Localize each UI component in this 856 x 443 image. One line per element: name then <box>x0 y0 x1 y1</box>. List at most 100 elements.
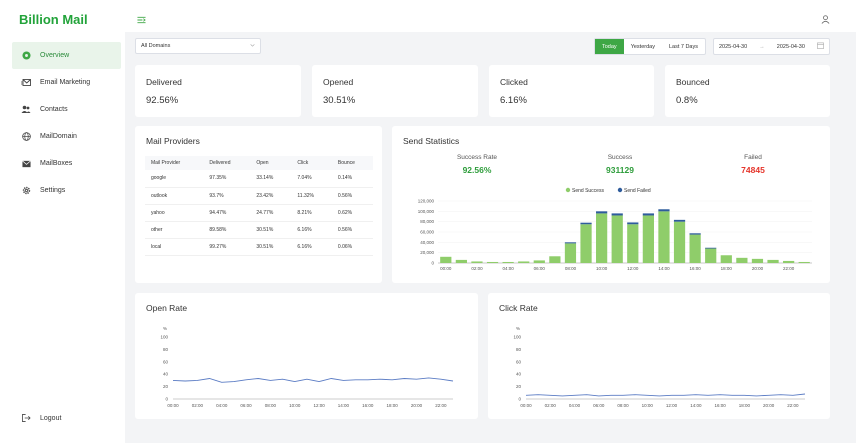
stat-card-clicked: Clicked 6.16% <box>489 65 654 117</box>
x-tick-label: 02:00 <box>192 403 204 408</box>
table-cell: 0.56% <box>331 187 373 205</box>
x-tick-label: 16:00 <box>714 403 726 408</box>
table-cell: 24.77% <box>250 204 292 222</box>
table-cell: other <box>145 221 204 239</box>
bar-send-failed <box>627 222 639 225</box>
globe-icon <box>21 132 31 142</box>
sidebar-item-contacts[interactable]: Contacts <box>12 96 121 123</box>
mail-providers-card: Mail Providers Mail Provider Delivered O… <box>135 126 382 283</box>
domain-select-value: All Domains <box>141 43 171 49</box>
x-tick-label: 10:00 <box>642 403 654 408</box>
bar-send-failed <box>642 213 654 216</box>
stat-card-opened: Opened 30.51% <box>312 65 478 117</box>
y-tick-label: 40,000 <box>420 240 434 245</box>
sidebar-item-maildomain[interactable]: MailDomain <box>12 123 121 150</box>
x-tick-label: 22:00 <box>783 266 795 271</box>
x-tick-label: 08:00 <box>617 403 629 408</box>
x-tick-label: 00:00 <box>520 403 532 408</box>
logout-button[interactable]: Logout <box>21 413 61 423</box>
table-cell: 6.16% <box>291 238 332 256</box>
table-cell: 97.35% <box>203 170 251 188</box>
sidebar-nav: Overview Email Marketing Contacts MailDo… <box>12 42 121 204</box>
bar-send-failed <box>564 242 577 244</box>
tab-last-7-days[interactable]: Last 7 Days <box>668 43 698 50</box>
x-tick-label: 20:00 <box>752 266 764 271</box>
open-rate-chart: % 0 20 40 60 80 100 00:00 02:00 04:00 06:00 08:00 10… <box>160 326 454 408</box>
sidebar-item-label: Overview <box>40 52 70 59</box>
bar-send-success <box>611 215 623 263</box>
sidebar-item-settings[interactable]: Settings <box>12 177 121 204</box>
bar-send-success <box>736 257 748 263</box>
column-header[interactable]: Delivered <box>203 156 251 170</box>
x-tick-label: 14:00 <box>658 266 670 271</box>
bar-send-success <box>502 261 514 263</box>
stat-label: Delivered <box>146 77 182 87</box>
y-tick-label: 20,000 <box>420 250 434 255</box>
series-line <box>172 377 454 383</box>
bar-send-success <box>658 211 670 263</box>
sidebar-item-label: Contacts <box>40 106 68 113</box>
tab-today[interactable]: Today <box>595 39 624 54</box>
brand-logo[interactable]: Billion Mail <box>19 12 88 27</box>
y-tick-label: 80,000 <box>420 219 434 224</box>
bar-send-success <box>580 224 592 263</box>
date-range-picker[interactable]: 2025-04-30 → 2025-04-30 <box>713 38 830 55</box>
tab-yesterday[interactable]: Yesterday <box>630 43 655 50</box>
x-tick-label: 18:00 <box>386 403 398 408</box>
column-header[interactable]: Click <box>291 156 332 170</box>
x-tick-label: 12:00 <box>313 403 325 408</box>
contacts-icon <box>21 105 31 115</box>
bar-send-success <box>440 256 452 263</box>
table-header-row: Mail Provider Delivered Open Click Bounc… <box>145 156 373 170</box>
sidebar-item-email-marketing[interactable]: Email Marketing <box>12 69 121 96</box>
bar-send-failed <box>689 233 701 235</box>
success-metric: Success 931129 <box>585 154 655 175</box>
open-rate-card: Open Rate % 0 20 40 60 80 100 00:00 02:00 04:00 06… <box>135 293 478 419</box>
x-tick-label: 06:00 <box>593 403 605 408</box>
click-rate-card: Click Rate % 0 20 40 60 80 100 00:00 02:00 04:00 0… <box>488 293 830 419</box>
table-cell: 6.16% <box>291 221 332 239</box>
x-tick-label: 20:00 <box>411 403 423 408</box>
stat-label: Bounced <box>676 77 710 87</box>
date-range-tabs: Today Yesterday Last 7 Days <box>594 38 706 55</box>
user-avatar-icon[interactable] <box>821 11 830 29</box>
column-header[interactable]: Open <box>250 156 292 170</box>
table-cell: 30.51% <box>250 238 292 256</box>
column-header[interactable]: Mail Provider <box>145 156 204 170</box>
sidebar: Billion Mail Overview Email Marketing Co… <box>0 0 125 443</box>
bar-send-success <box>751 258 764 263</box>
table-cell: 23.42% <box>250 187 292 205</box>
bar-send-failed <box>596 211 608 214</box>
sidebar-item-label: MailDomain <box>40 133 77 140</box>
stat-value: 92.56% <box>146 95 179 106</box>
sidebar-item-mailboxes[interactable]: MailBoxes <box>12 150 121 177</box>
menu-toggle-icon[interactable] <box>137 11 146 29</box>
chevron-down-icon <box>250 43 255 49</box>
date-end[interactable]: 2025-04-30 <box>776 43 805 50</box>
table-cell: 99.27% <box>203 238 251 256</box>
table-cell: 0.14% <box>331 170 373 188</box>
x-tick-label: 22:00 <box>435 403 447 408</box>
date-start[interactable]: 2025-04-30 <box>719 43 748 50</box>
sidebar-item-label: MailBoxes <box>40 160 73 167</box>
x-tick-label: 16:00 <box>362 403 374 408</box>
x-tick-label: 14:00 <box>690 403 702 408</box>
y-tick-label: 40 <box>163 372 169 377</box>
y-tick-label: 60,000 <box>420 230 434 235</box>
table-row: other 89.58% 30.51% 6.16% 0.56% <box>145 221 373 239</box>
table-cell: 89.58% <box>203 221 251 239</box>
legend-marker-send-success <box>565 187 571 193</box>
bar-send-failed <box>658 209 670 212</box>
domain-select[interactable]: All Domains <box>135 38 261 54</box>
x-tick-label: 10:00 <box>289 403 301 408</box>
bar-send-success <box>486 261 499 263</box>
mailbox-icon <box>21 159 31 169</box>
table-row: google 97.35% 33.14% 7.04% 0.14% <box>145 170 373 188</box>
metric-value: 931129 <box>606 165 634 175</box>
stat-value: 6.16% <box>500 95 527 106</box>
column-header[interactable]: Bounce <box>331 156 373 170</box>
x-tick-label: 04:00 <box>569 403 581 408</box>
sidebar-item-overview[interactable]: Overview <box>12 42 121 69</box>
bar-send-success <box>533 260 545 263</box>
table-row: outlook 93.7% 23.42% 11.32% 0.56% <box>145 187 373 205</box>
